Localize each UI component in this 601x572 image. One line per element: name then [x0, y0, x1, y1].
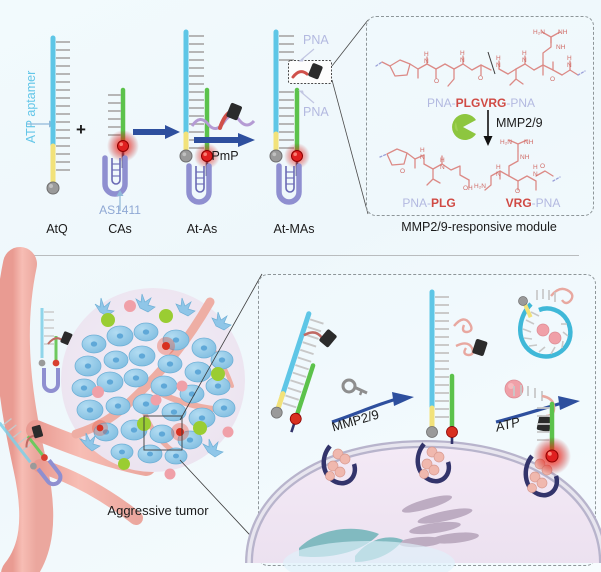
reaction-arrow-pmp	[194, 133, 255, 147]
reaction-label-pmp: PmP	[211, 149, 239, 163]
construct-label-at-mas: At-MAs	[273, 222, 315, 236]
nucleolin-receptor-1	[321, 444, 358, 486]
released-atp-aptamer	[518, 287, 574, 359]
mmp-enzyme-icon	[452, 114, 476, 140]
svg-text:NH: NH	[556, 44, 566, 51]
svg-text:H: H	[496, 55, 501, 62]
svg-text:N: N	[420, 154, 425, 161]
atp-aptamer-label: ATP aptamer	[24, 70, 38, 144]
svg-text:H₂N: H₂N	[533, 29, 545, 36]
reaction-arrow-mmp	[331, 392, 414, 424]
as1411-gquadruplex	[102, 155, 128, 197]
svg-text:N: N	[522, 57, 527, 64]
as1411-pointer-arrow	[116, 190, 124, 211]
svg-text:H: H	[522, 50, 527, 57]
as1411-gquadruplex	[186, 163, 212, 205]
as1411-label: AS1411	[99, 203, 141, 217]
svg-text:H: H	[496, 164, 501, 171]
svg-text:O: O	[515, 188, 520, 195]
svg-text:O: O	[550, 76, 555, 83]
svg-text:N: N	[567, 62, 572, 69]
substrate-suffix: -PNA	[506, 96, 535, 110]
product-right-label: VRG-PNA	[478, 196, 588, 210]
construct-at-mas	[269, 29, 310, 205]
mmp-responsive-module-panel	[366, 16, 594, 216]
svg-text:N: N	[533, 171, 538, 178]
svg-text:NH: NH	[524, 139, 534, 146]
construct-at-as	[179, 29, 220, 205]
substrate-prefix: PNA-	[426, 96, 456, 110]
construct-label-atq: AtQ	[46, 222, 68, 236]
construct-label-at-as: At-As	[186, 222, 218, 236]
svg-text:H: H	[440, 157, 445, 164]
mmp-enzyme-label: MMP2/9	[496, 116, 543, 130]
probe-state-cleaved	[426, 289, 488, 444]
svg-text:N: N	[496, 62, 501, 69]
bottom-panel-callout-lines	[179, 273, 263, 549]
pna-linker-highlight	[288, 60, 332, 84]
product-left-prefix: PNA-	[402, 196, 431, 210]
key-icon	[341, 378, 368, 396]
as1411-gquadruplex	[276, 163, 302, 205]
pna-upper-pointer	[298, 48, 315, 62]
reaction-arrow-atp	[495, 396, 580, 424]
product-left-structure: HN OHN OH	[379, 147, 473, 192]
svg-text:N: N	[496, 171, 501, 178]
reaction-arrow-assembly	[133, 125, 180, 139]
product-left-label: PNA-PLG	[374, 196, 484, 210]
mmp-cleavage-arrow	[483, 110, 493, 146]
pna-label-lower: PNA	[303, 105, 329, 119]
substrate-core: PLGVRG	[455, 96, 507, 110]
pna-lower-pointer	[298, 90, 315, 104]
substrate-sequence-label: PNA-PLGVRG-PNA	[374, 96, 588, 110]
construct-atq	[46, 35, 70, 195]
svg-text:O: O	[478, 75, 483, 82]
nucleolin-receptor-2	[415, 442, 452, 484]
svg-text:H: H	[424, 51, 429, 58]
product-left-core: PLG	[431, 196, 456, 210]
svg-text:H: H	[533, 164, 538, 171]
product-right-core: VRG	[505, 196, 532, 210]
section-divider	[22, 255, 579, 256]
aggressive-tumor-mass	[61, 288, 245, 480]
tumor-caption: Aggressive tumor	[107, 503, 209, 518]
chem-panel-callout-lines	[331, 19, 369, 215]
chem-panel-caption: MMP2/9-responsive module	[401, 220, 557, 234]
svg-text:NH: NH	[558, 29, 568, 36]
svg-text:H: H	[460, 50, 465, 57]
svg-text:O: O	[400, 168, 405, 175]
circulating-probe-2	[0, 418, 63, 487]
plus-sign: +	[76, 120, 86, 139]
pmp-peptide-icon	[190, 102, 256, 130]
pna-label-upper: PNA	[303, 33, 329, 47]
svg-text:O: O	[434, 78, 439, 85]
construct-cas	[102, 87, 139, 197]
svg-text:OH: OH	[463, 185, 473, 192]
svg-text:O: O	[540, 163, 545, 170]
probe-state-intact	[270, 311, 337, 433]
svg-text:H: H	[420, 147, 425, 154]
svg-text:H₂N: H₂N	[474, 183, 486, 190]
svg-text:NH: NH	[520, 154, 530, 161]
probe-state-fluorescent	[533, 401, 571, 475]
svg-text:N: N	[440, 164, 445, 171]
svg-text:H₂N: H₂N	[500, 139, 512, 146]
svg-text:N: N	[424, 58, 429, 65]
product-right-suffix: -PNA	[531, 196, 561, 210]
construct-label-cas: CAs	[108, 222, 132, 236]
svg-text:H: H	[567, 55, 572, 62]
svg-text:N: N	[460, 57, 465, 64]
